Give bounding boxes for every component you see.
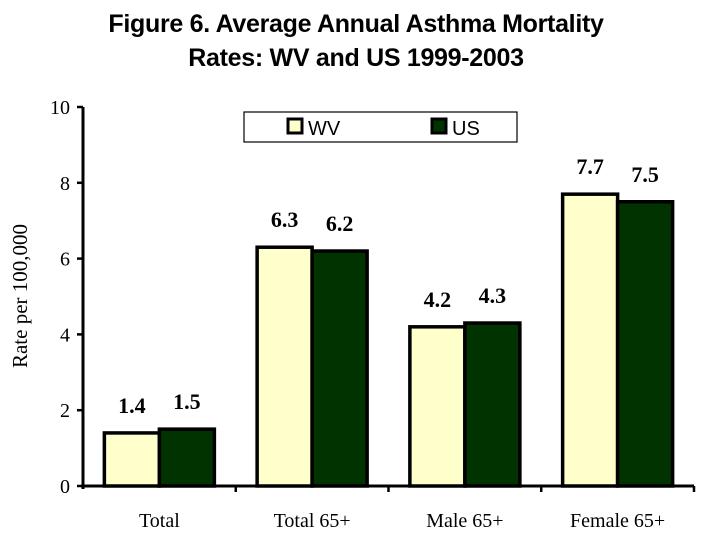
x-tick-label: Female 65+ (570, 510, 665, 532)
y-axis: 0 2 4 6 8 10 (50, 97, 85, 498)
legend-label-wv: WV (308, 118, 341, 140)
y-tick-label: 6 (60, 249, 70, 271)
legend: WV US (243, 111, 518, 143)
bar-us (463, 321, 522, 488)
x-tick-label: Total 65+ (274, 510, 351, 532)
bar-wv (102, 431, 162, 488)
y-tick-label: 10 (50, 97, 70, 119)
y-tick-label: 2 (60, 400, 70, 422)
legend-swatch-wv (286, 117, 304, 135)
data-labels: 1.4 6.3 4.2 7.7 1.5 6.2 4.3 7.5 (118, 154, 659, 418)
bar-us (615, 200, 675, 488)
x-axis: Total Total 65+ Male 65+ Female 65+ (81, 484, 696, 532)
x-tick-label: Total (139, 510, 180, 532)
bars (102, 192, 675, 488)
data-label: 1.4 (118, 393, 146, 418)
legend-box (243, 111, 518, 143)
chart-title-line-1: Figure 6. Average Annual Asthma Mortalit… (108, 10, 604, 38)
data-label: 1.5 (173, 389, 201, 414)
bar-wv (255, 245, 314, 488)
data-label: 6.2 (326, 211, 354, 236)
data-label: 4.2 (424, 287, 452, 312)
legend-label-us: US (452, 118, 480, 140)
bar-us (157, 427, 217, 488)
data-label: 7.5 (631, 162, 659, 187)
bar-us (310, 249, 369, 488)
y-tick-label: 8 (60, 173, 70, 195)
bar-wv (560, 192, 620, 488)
y-tick-label: 4 (60, 324, 70, 346)
data-label: 7.7 (576, 154, 604, 179)
y-axis-label: Rate per 100,000 (8, 224, 32, 368)
x-tick-label: Male 65+ (426, 510, 503, 532)
data-label: 6.3 (271, 207, 299, 232)
chart-title-line-2: Rates: WV and US 1999-2003 (188, 44, 524, 72)
data-label: 4.3 (479, 283, 507, 308)
bar-wv (408, 325, 467, 488)
legend-swatch-us (430, 117, 448, 135)
y-tick-label: 0 (60, 476, 70, 498)
